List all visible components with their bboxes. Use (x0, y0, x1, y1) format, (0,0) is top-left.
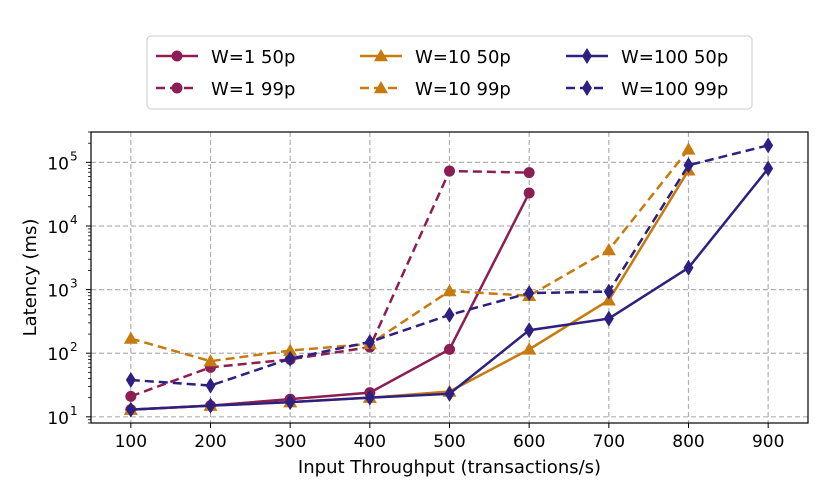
y-axis-label: Latency (ms) (20, 219, 41, 337)
y-tick-label: 10 5 (47, 149, 77, 174)
data-point (203, 354, 218, 367)
series-layer (123, 137, 774, 418)
legend-box (146, 35, 753, 110)
y-tick-label: 10 4 (47, 213, 77, 238)
y-tick-exponent: 2 (70, 340, 78, 354)
data-point (205, 397, 216, 414)
y-tick-base: 10 (47, 409, 69, 429)
data-point (681, 142, 696, 155)
legend-label: W=10 99p (415, 79, 511, 100)
legend-label: W=1 50p (211, 47, 295, 68)
x-axis-label: Input Throughput (transactions/s) (298, 457, 601, 478)
data-point (601, 242, 616, 256)
series-w-1-50p (125, 187, 535, 416)
x-tick-label: 600 (513, 432, 545, 452)
data-point (283, 343, 298, 356)
x-tick-label: 900 (752, 432, 784, 452)
data-point (444, 306, 455, 323)
data-point (524, 322, 535, 339)
data-point (123, 331, 138, 344)
data-point (444, 385, 455, 402)
legend-marker (582, 48, 592, 64)
legend: W=1 50p W=1 99p W=10 50p W=10 99p W=100 50p W… (146, 35, 753, 110)
legend-entry: W=10 50p (360, 47, 511, 68)
data-point (523, 167, 535, 179)
y-tick-base: 10 (47, 345, 69, 365)
legend-label: W=100 99p (621, 79, 728, 100)
series-w-100-99p (125, 137, 774, 394)
data-point (205, 377, 216, 394)
data-point (522, 342, 537, 355)
data-point (603, 283, 614, 300)
x-tick-label: 300 (274, 432, 306, 452)
legend-label: W=100 50p (621, 47, 728, 68)
data-point (444, 343, 455, 355)
data-point (125, 401, 136, 418)
x-tick-label: 500 (433, 432, 465, 452)
y-tick-base: 10 (47, 282, 69, 302)
y-tick-exponent: 3 (70, 277, 78, 291)
legend-entry: W=1 99p (156, 79, 295, 100)
legend-entry: W=100 50p (566, 47, 728, 68)
data-point (683, 259, 694, 276)
y-tick-exponent: 5 (70, 149, 78, 163)
y-tick-label: 10 3 (47, 277, 77, 302)
x-tick-label: 800 (672, 432, 704, 452)
y-tick-label: 10 1 (47, 404, 77, 429)
x-tick-label: 400 (354, 432, 386, 452)
series-w-1-99p (125, 165, 535, 402)
data-point (125, 390, 137, 402)
data-point (763, 160, 774, 177)
y-tick-label: 10 2 (47, 340, 77, 365)
grid-lines (91, 132, 808, 423)
series-line (130, 148, 690, 363)
legend-entry: W=10 99p (360, 79, 511, 100)
data-point (442, 284, 457, 297)
data-point (763, 137, 774, 154)
x-tick-label: 100 (115, 432, 147, 452)
legend-label: W=1 99p (211, 79, 295, 100)
legend-marker (374, 81, 388, 94)
data-point (524, 285, 535, 302)
legend-entry: W=100 99p (566, 79, 728, 100)
y-tick-exponent: 1 (70, 404, 78, 418)
data-point (364, 334, 375, 351)
legend-marker (374, 49, 388, 62)
x-tick-label: 700 (593, 432, 625, 452)
legend-marker (171, 50, 183, 62)
data-point (523, 187, 535, 199)
y-tick-base: 10 (47, 218, 69, 238)
data-point (285, 350, 296, 367)
legend-marker (582, 80, 592, 96)
y-tick-exponent: 4 (70, 213, 78, 227)
data-point (603, 310, 614, 327)
x-tick-label: 200 (194, 432, 226, 452)
data-point (285, 394, 296, 411)
series-line (130, 169, 530, 398)
legend-marker (171, 82, 183, 94)
legend-entry: W=1 50p (156, 47, 295, 68)
data-point (444, 165, 455, 177)
y-tick-base: 10 (47, 154, 69, 174)
series-w-10-99p (123, 142, 696, 367)
data-point (364, 389, 375, 406)
data-point (683, 157, 694, 174)
data-point (125, 371, 136, 388)
legend-label: W=10 50p (415, 47, 511, 68)
series-w-100-50p (125, 160, 774, 418)
